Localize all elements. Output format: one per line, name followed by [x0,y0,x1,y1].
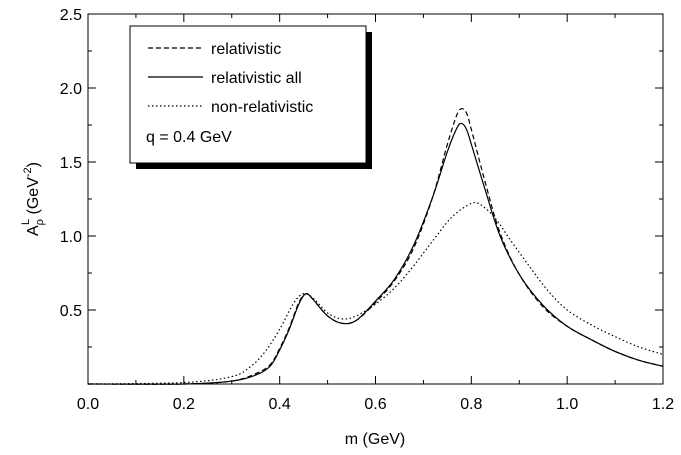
x-tick-label: 0.4 [269,396,291,413]
legend-box [129,25,367,164]
y-axis-title-base: A [25,225,42,236]
x-tick-label: 1.2 [652,396,674,413]
x-tick-label: 0.2 [173,396,195,413]
tick-marks [87,13,664,384]
legend: relativistic relativistic all non-relati… [129,25,372,169]
x-tick-label: 0.0 [77,396,99,413]
y-tick-label: 1.5 [60,155,82,172]
x-tick-label: 0.8 [460,396,482,413]
legend-label-non-relativistic: non-relativistic [211,99,313,116]
series-line-relativistic [87,108,664,385]
x-axis-title: m (GeV) [345,431,405,448]
data-curves [87,108,664,385]
annotation-q: q = 0.4 GeV [146,129,232,146]
series-line-non-relativistic [87,201,664,385]
x-tick-label: 1.0 [556,396,578,413]
y-tick-label: 2.5 [60,7,82,24]
tick-labels: 0.0 0.2 0.4 0.6 0.8 1.0 1.2 0.5 1.0 1.5 2.0 2.5 [60,7,674,413]
svg-text:AρL (GeV-2): AρL (GeV-2) [20,162,46,236]
y-axis-title-unit-close: ) [25,162,42,167]
legend-label-relativistic: relativistic [211,41,281,58]
y-axis-title-sub: ρ [34,219,46,225]
y-tick-label: 1.0 [60,229,82,246]
x-tick-label: 0.6 [364,396,386,413]
legend-label-relativistic-all: relativistic all [211,70,302,87]
y-axis-title-sup: L [20,219,32,225]
series-line-relativistic-all [87,122,664,385]
y-axis-title: AρL (GeV-2) [20,162,46,236]
y-tick-label: 2.0 [60,81,82,98]
y-axis-title-unit-exp: -2 [22,167,34,177]
y-axis-title-unit-open: (GeV [25,177,42,219]
y-tick-label: 0.5 [60,303,82,320]
